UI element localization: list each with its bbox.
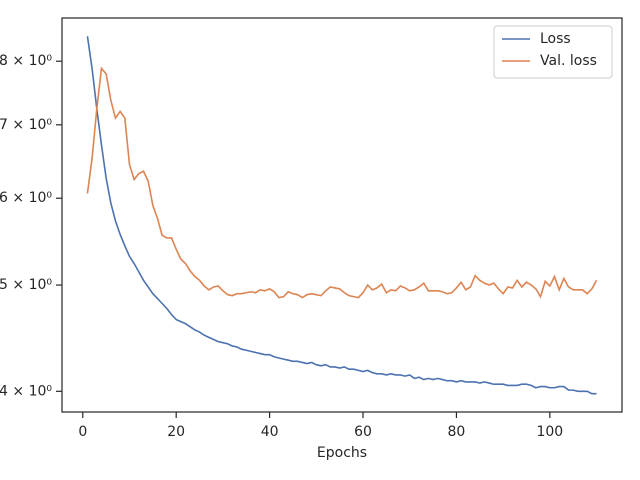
x-tick-label: 0 [78,424,87,440]
x-tick-label: 80 [448,424,466,440]
x-tick-label: 40 [261,424,279,440]
y-tick-label: 6 × 10⁰ [0,190,52,206]
y-tick-label: 8 × 10⁰ [0,53,52,69]
y-tick-label: 4 × 10⁰ [0,383,52,399]
line-series [86,66,598,299]
x-tick-label: 100 [536,424,563,440]
legend-label: Val. loss [540,53,597,69]
x-tick-label: 60 [354,424,372,440]
legend-label: Loss [540,31,571,47]
y-tick-label: 5 × 10⁰ [0,277,52,293]
y-tick-label: 7 × 10⁰ [0,117,52,133]
x-tick-label: 20 [167,424,185,440]
line-series [86,36,597,395]
plot-frame [61,17,623,413]
x-axis-label: Epochs [317,445,367,461]
legend: Loss Val. loss [493,25,613,79]
